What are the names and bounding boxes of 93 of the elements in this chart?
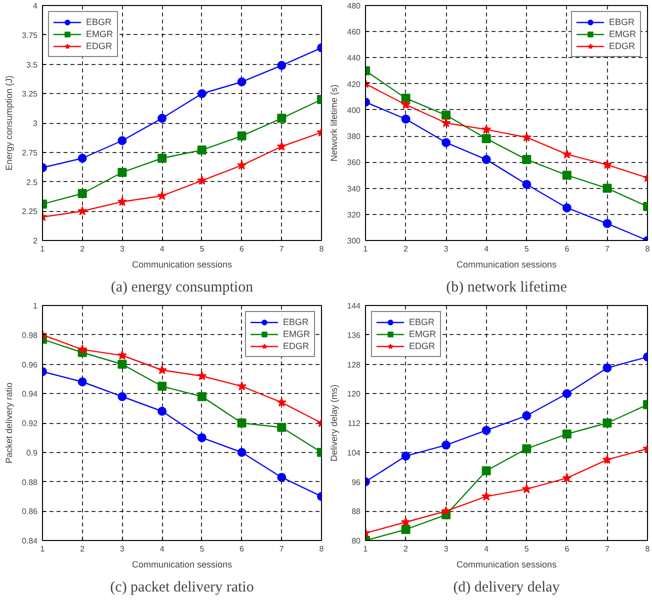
x-tick-label: 1	[363, 244, 368, 254]
y-tick-label: 400	[347, 106, 362, 115]
y-tick-label: 128	[347, 360, 362, 370]
x-tick-label: 2	[80, 244, 86, 254]
y-tick-label: 360	[347, 158, 362, 168]
text: (d) delivery delay	[453, 580, 560, 596]
x-axis-title: Communication sessions	[456, 560, 558, 570]
x-tick-label: 7	[604, 244, 610, 254]
x-tick-label: 7	[279, 244, 284, 254]
y-tick-label: 144	[347, 302, 362, 310]
x-tick-label: 1	[40, 244, 46, 254]
text: (b) network lifetime	[446, 280, 568, 296]
y-tick-label: 480	[347, 2, 362, 10]
x-tick-label: 8	[645, 544, 650, 554]
x-tick-label: 2	[80, 544, 86, 554]
y-tick-label: 2.5	[26, 178, 38, 187]
legend-label: EDGR	[409, 340, 436, 352]
y-tick-label: 120	[347, 390, 362, 399]
x-tick-label: 5	[200, 244, 205, 254]
y-tick-label: 460	[347, 28, 362, 37]
x-tick-label: 8	[319, 544, 324, 554]
y-tick-label: 96	[352, 478, 362, 487]
y-tick-label: 0.9	[26, 448, 38, 458]
x-axis-title: Communication sessions	[132, 260, 233, 270]
y-tick-label: 2	[33, 236, 38, 246]
legend-label: EBGR	[609, 16, 635, 28]
x-axis-title: Communication sessions	[132, 560, 233, 570]
x-tick-label: 2	[404, 544, 409, 554]
x-tick-label: 6	[564, 544, 570, 554]
y-tick-label: 2.25	[22, 207, 38, 216]
y-tick-label: 4	[33, 2, 38, 10]
x-tick-label: 5	[524, 544, 530, 554]
x-tick-label: 4	[484, 244, 490, 254]
y-axis-title: Energy consumption (J)	[4, 75, 14, 171]
x-tick-label: 7	[279, 544, 284, 554]
y-tick-label: 0.92	[22, 419, 38, 428]
y-tick-label: 0.98	[22, 330, 38, 340]
y-tick-label: 440	[347, 54, 362, 63]
y-tick-label: 80	[352, 536, 362, 546]
x-tick-label: 5	[524, 244, 530, 254]
y-tick-label: 3.75	[22, 30, 38, 40]
legend-label: EBGR	[283, 316, 309, 328]
x-tick-label: 5	[200, 544, 205, 554]
legend-label: EMGR	[283, 328, 310, 340]
x-tick-label: 3	[444, 244, 449, 254]
x-tick-label: 2	[404, 244, 409, 254]
legend-label: EDGR	[283, 340, 310, 352]
y-tick-label: 3.25	[22, 90, 38, 99]
y-tick-label: 112	[348, 419, 362, 428]
y-tick-label: 2.75	[22, 148, 38, 158]
y-tick-label: 0.88	[22, 478, 38, 487]
x-axis-title: Communication sessions	[456, 260, 558, 270]
x-tick-label: 3	[444, 544, 449, 554]
y-tick-label: 88	[352, 507, 362, 516]
y-tick-label: 0.86	[22, 507, 38, 516]
x-tick-label: 3	[120, 544, 125, 554]
x-tick-label: 6	[564, 244, 570, 254]
y-tick-label: 380	[347, 132, 362, 142]
y-tick-label: 420	[347, 80, 362, 89]
x-tick-label: 4	[160, 544, 165, 554]
y-tick-label: 340	[347, 184, 362, 194]
legend-label: EMGR	[86, 28, 113, 40]
x-tick-label: 7	[604, 544, 610, 554]
legend-label: EDGR	[609, 40, 636, 52]
legend-label: EBGR	[86, 16, 112, 28]
y-tick-label: 320	[347, 210, 362, 220]
y-tick-label: 0.94	[22, 390, 38, 399]
text: (a) energy consumption	[110, 280, 254, 296]
legend-label: EMGR	[609, 28, 636, 40]
x-tick-label: 4	[160, 244, 165, 254]
x-tick-label: 8	[645, 244, 650, 254]
text: (c) packet delivery ratio	[110, 580, 254, 596]
x-tick-label: 4	[484, 544, 490, 554]
legend-label: EDGR	[86, 40, 112, 52]
x-tick-label: 6	[240, 244, 245, 254]
x-tick-label: 8	[319, 244, 324, 254]
y-tick-label: 0.96	[22, 360, 38, 370]
x-tick-label: 1	[40, 544, 46, 554]
legend-label: EBGR	[409, 316, 435, 328]
x-tick-label: 3	[120, 244, 125, 254]
y-tick-label: 300	[347, 236, 362, 246]
x-tick-label: 1	[363, 544, 368, 554]
y-tick-label: 1	[33, 302, 38, 310]
legend-label: EMGR	[409, 328, 436, 340]
y-axis-title: Delivery delay (ms)	[329, 384, 340, 462]
y-axis-title: Packet delivery ratio	[4, 382, 14, 464]
y-tick-label: 104	[347, 448, 362, 458]
y-tick-label: 136	[347, 330, 362, 340]
y-tick-label: 0.84	[22, 536, 38, 546]
y-tick-label: 3	[33, 119, 38, 128]
x-tick-label: 6	[240, 544, 245, 554]
y-axis-title: Network lifetime (s)	[329, 84, 340, 162]
y-tick-label: 3.5	[26, 60, 38, 70]
